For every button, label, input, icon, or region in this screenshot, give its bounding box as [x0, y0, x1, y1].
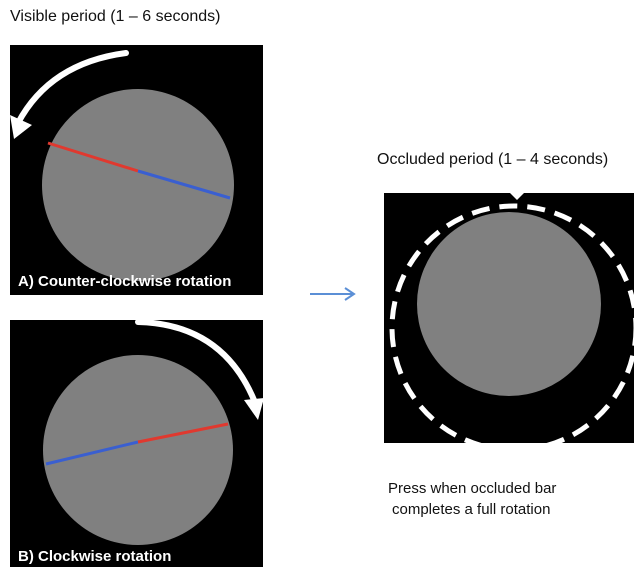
disc — [42, 89, 234, 281]
right-arrow-icon — [310, 287, 356, 301]
bar-blue-segment — [45, 440, 139, 466]
panel-occluded — [384, 193, 634, 443]
panel-clockwise: B) Clockwise rotation — [10, 320, 263, 567]
bar-red-segment — [47, 141, 139, 173]
panel-b-label: B) Clockwise rotation — [18, 548, 172, 565]
visible-period-caption: Visible period (1 – 6 seconds) — [10, 8, 221, 25]
panel-counter-clockwise: A) Counter-clockwise rotation — [10, 45, 263, 295]
dashed-ring-icon — [389, 203, 634, 443]
bar-red-segment — [137, 422, 229, 444]
panel-occluded-graphic — [389, 193, 634, 443]
panel-a-label: A) Counter-clockwise rotation — [18, 273, 232, 290]
occluded-period-caption: Occluded period (1 – 4 seconds) — [377, 151, 609, 168]
ring-marker-icon — [510, 193, 524, 200]
curved-arrow-icon — [10, 50, 129, 139]
instruction-line-1: Press when occluded bar — [388, 480, 557, 497]
panel-b-graphic — [43, 320, 263, 545]
curved-arrow-icon — [135, 320, 263, 420]
disc — [417, 212, 601, 396]
disc — [43, 355, 233, 545]
bar-blue-segment — [137, 169, 231, 200]
instruction-line-2: completes a full rotation — [392, 501, 551, 518]
panel-a-graphic — [10, 50, 234, 281]
